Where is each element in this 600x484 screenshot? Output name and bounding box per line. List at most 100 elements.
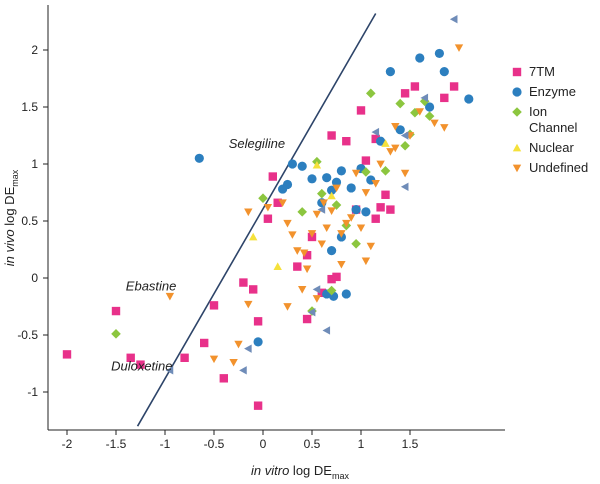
7tm-point	[302, 314, 312, 324]
undefined-point	[244, 208, 253, 217]
undefined-point	[278, 199, 287, 207]
7tm-point	[327, 274, 336, 284]
enzyme-point	[327, 185, 337, 195]
unlabeled-point	[400, 182, 409, 191]
7tm-point	[239, 278, 248, 287]
undefined-point	[312, 295, 322, 303]
undefined-point	[234, 340, 243, 349]
7tm-point	[126, 353, 135, 362]
7tm-point	[263, 214, 273, 223]
annotation-duloxetine: Duloxetine	[111, 358, 172, 373]
undefined-point	[391, 144, 400, 153]
7tm-point	[209, 301, 219, 310]
undefined-point	[317, 240, 326, 248]
ion-channel-point	[380, 166, 391, 176]
ion-channel-point	[326, 285, 337, 296]
undefined-point	[293, 247, 302, 255]
enzyme-point	[346, 183, 356, 193]
ion-channel-point	[366, 88, 376, 99]
undefined-point	[299, 249, 309, 258]
ion-channel-point	[395, 98, 405, 109]
7tm-point	[136, 360, 145, 369]
undefined-point	[283, 219, 292, 228]
undefined-point	[351, 169, 361, 178]
x-tick-label: 0	[260, 437, 267, 451]
x-tick-label: -1.5	[106, 437, 127, 451]
ion-channel-point	[111, 329, 121, 339]
7tm-point	[400, 89, 410, 98]
undefined-point	[376, 160, 385, 169]
undefined-point	[283, 303, 292, 311]
enzyme-point	[282, 179, 293, 190]
legend-marker-enzyme	[512, 87, 522, 97]
unlabeled-point	[449, 15, 458, 24]
x-tick-label: -0.5	[204, 437, 225, 451]
y-axis-label-italic: in vivo	[2, 229, 17, 266]
unlabeled-point	[165, 366, 174, 375]
enzyme-point	[434, 48, 444, 59]
enzyme-point	[385, 67, 395, 77]
undefined-point	[361, 257, 371, 266]
legend-label-enzyme: Enzyme	[529, 84, 576, 99]
undefined-point	[165, 292, 175, 301]
undefined-point	[361, 189, 371, 197]
enzyme-point	[331, 177, 342, 187]
enzyme-point	[361, 207, 371, 217]
undefined-point	[337, 230, 346, 238]
enzyme-point	[287, 159, 297, 169]
x-tick-label: -2	[62, 437, 73, 451]
ion-channel-point	[361, 167, 371, 177]
undefined-point	[454, 44, 464, 52]
x-tick-label: 1	[358, 437, 365, 451]
7tm-point	[253, 317, 263, 326]
7tm-point	[302, 251, 312, 260]
ion-channel-point	[410, 107, 420, 118]
ion-channel-point	[351, 239, 361, 249]
undefined-point	[371, 180, 380, 188]
y-axis-label: in vivo log DEmax	[2, 169, 20, 266]
nuclear-point	[381, 139, 390, 147]
annotation-selegiline: Selegiline	[229, 136, 285, 151]
7tm-point	[361, 156, 371, 165]
ion-channel-point	[317, 188, 327, 199]
undefined-point	[347, 214, 356, 222]
undefined-point	[366, 242, 375, 251]
undefined-point	[391, 123, 400, 131]
7tm-point	[327, 131, 336, 140]
enzyme-point	[376, 136, 386, 146]
7tm-point	[440, 93, 449, 103]
undefined-point	[229, 359, 238, 367]
legend-label-undefined: Undefined	[529, 160, 588, 175]
undefined-point	[322, 224, 331, 233]
7tm-point	[111, 306, 121, 316]
7tm-point	[268, 172, 277, 181]
x-tick-label: -1	[160, 437, 171, 451]
y-tick-label: -1	[27, 385, 38, 399]
enzyme-point	[415, 53, 425, 63]
enzyme-point	[341, 289, 351, 299]
y-tick-label: 2	[31, 43, 38, 57]
nuclear-point	[249, 232, 258, 241]
undefined-point	[244, 300, 253, 309]
unlabeled-point	[317, 205, 326, 214]
undefined-point	[400, 169, 410, 178]
y-tick-label: 1.5	[21, 100, 38, 114]
y-axis-label-main: log DE	[2, 186, 17, 229]
ion-channel-point	[297, 207, 307, 217]
unlabeled-point	[322, 326, 331, 335]
y-axis-label-sub: max	[10, 169, 20, 187]
unlabeled-point	[371, 127, 380, 137]
unlabeled-point	[420, 93, 429, 103]
enzyme-point	[253, 337, 263, 347]
enzyme-point	[297, 161, 307, 171]
legend-marker-7tm	[512, 67, 522, 77]
x-axis-label-sub: max	[332, 471, 350, 481]
nuclear-point	[273, 262, 282, 270]
y-tick-label: 0	[31, 271, 38, 285]
7tm-point	[371, 134, 380, 144]
undefined-point	[312, 210, 322, 219]
7tm-point	[356, 106, 366, 115]
y-tick-label: 0.5	[21, 214, 38, 228]
undefined-point	[263, 203, 273, 212]
